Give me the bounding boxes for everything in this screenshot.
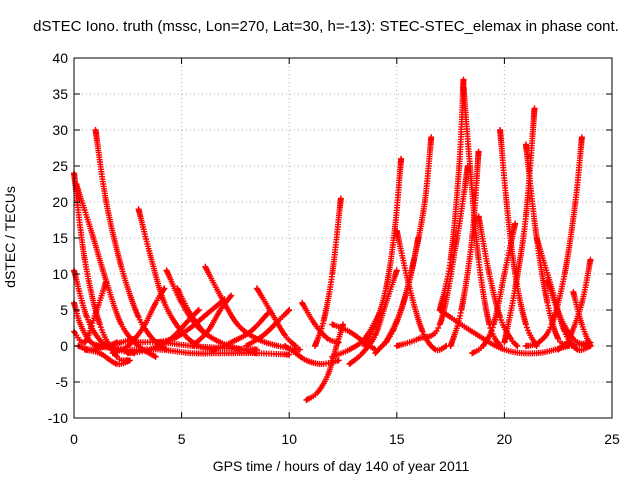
- data-point: [199, 327, 206, 334]
- data-point: [335, 357, 342, 364]
- data-points: [71, 76, 594, 403]
- series-41: [522, 141, 572, 349]
- series-22: [281, 343, 342, 367]
- series-35: [460, 83, 504, 349]
- data-point: [497, 314, 504, 321]
- data-point: [514, 343, 521, 349]
- data-point: [587, 256, 594, 263]
- data-point: [285, 307, 292, 314]
- data-point: [126, 357, 133, 364]
- series-39: [497, 127, 540, 349]
- y-tick-label: 15: [52, 230, 68, 246]
- series-25: [312, 195, 344, 349]
- data-point: [291, 342, 298, 349]
- data-point: [578, 134, 585, 141]
- series-31: [393, 227, 450, 354]
- data-point: [475, 148, 482, 155]
- data-point: [512, 220, 519, 227]
- data-point: [103, 278, 110, 285]
- series-42: [522, 134, 585, 349]
- data-point: [337, 195, 344, 202]
- data-point: [393, 267, 400, 274]
- x-tick-label: 20: [497, 431, 513, 447]
- x-tick-label: 0: [70, 431, 78, 447]
- series-38: [475, 213, 521, 349]
- y-tick-label: 5: [60, 302, 68, 318]
- data-point: [96, 321, 103, 328]
- y-tick-label: 35: [52, 86, 68, 102]
- series-21: [131, 339, 260, 353]
- data-point: [292, 343, 299, 349]
- x-tick-label: 25: [604, 431, 620, 447]
- data-point: [194, 307, 201, 314]
- data-point: [522, 321, 529, 328]
- y-tick-label: 40: [52, 50, 68, 66]
- data-point: [398, 155, 405, 162]
- data-point: [253, 346, 260, 353]
- series-40: [501, 105, 538, 346]
- data-point: [488, 327, 495, 334]
- data-point: [286, 351, 293, 358]
- series-32: [383, 134, 435, 346]
- series-20: [92, 343, 293, 358]
- series-47: [436, 307, 594, 357]
- data-point: [220, 297, 227, 303]
- x-tick-label: 10: [281, 431, 297, 447]
- series-8: [81, 346, 133, 368]
- series-12: [174, 285, 207, 335]
- x-tick-label: 5: [178, 431, 186, 447]
- data-point: [161, 285, 168, 292]
- y-tick-label: -5: [56, 374, 69, 390]
- series-3: [92, 127, 170, 353]
- series-29: [361, 155, 405, 349]
- data-point: [296, 346, 303, 353]
- x-tick-label: 15: [389, 431, 405, 447]
- data-point: [435, 325, 442, 332]
- data-point: [547, 324, 554, 331]
- series-23: [299, 299, 342, 346]
- y-axis-label: dSTEC / TECUs: [2, 186, 18, 288]
- y-tick-label: 25: [52, 158, 68, 174]
- y-tick-label: 20: [52, 194, 68, 210]
- y-tick-label: 30: [52, 122, 68, 138]
- series-46: [555, 256, 594, 353]
- series-19: [243, 307, 293, 349]
- x-axis-label: GPS time / hours of day 140 of year 2011: [213, 458, 470, 474]
- series-18: [253, 285, 299, 349]
- data-point: [221, 296, 228, 303]
- data-point: [263, 311, 270, 318]
- axes: 0 5 10 15 20 25 -10 -5 0 5 10 15 20 25 30 35 40: [48, 50, 620, 447]
- grid-lines: [74, 58, 612, 418]
- data-point: [286, 307, 293, 313]
- series-36: [447, 148, 482, 349]
- y-tick-label: -10: [48, 410, 68, 426]
- data-point: [523, 324, 530, 331]
- data-point: [428, 134, 435, 141]
- data-point: [228, 292, 235, 299]
- chart-title: dSTEC Iono. truth (mssc, Lon=270, Lat=30…: [33, 18, 619, 35]
- data-point: [531, 105, 538, 112]
- data-point: [460, 76, 467, 83]
- y-tick-label: 10: [52, 266, 68, 282]
- data-point: [152, 353, 159, 360]
- series-6: [71, 278, 110, 346]
- data-point: [195, 307, 202, 313]
- data-point: [489, 324, 496, 331]
- series-10: [109, 285, 168, 357]
- data-point: [587, 339, 594, 346]
- y-tick-label: 0: [60, 338, 68, 354]
